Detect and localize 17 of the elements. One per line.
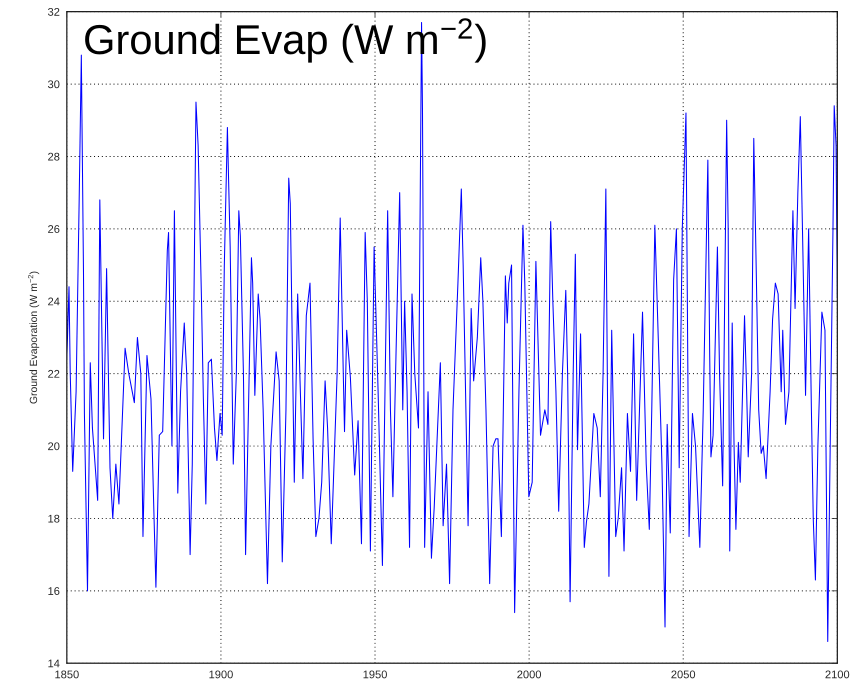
x-tick-label: 2100 <box>825 670 850 678</box>
y-tick-label: 32 <box>48 8 60 16</box>
y-tick-label: 24 <box>48 298 60 306</box>
y-tick-label: 30 <box>48 80 60 88</box>
y-tick-label: 26 <box>48 225 60 234</box>
y-tick-label: 16 <box>48 587 60 595</box>
x-tick-label: 1900 <box>209 670 233 678</box>
y-tick-label: 20 <box>48 442 60 450</box>
y-tick-label: 28 <box>48 152 60 161</box>
x-tick-label: 1950 <box>364 670 387 678</box>
x-tick-label: 2050 <box>671 670 696 678</box>
y-tick-label: 22 <box>48 370 60 378</box>
x-tick-label: 2000 <box>517 670 542 678</box>
x-tick-label: 1850 <box>55 670 79 678</box>
y-tick-label: 18 <box>48 514 60 523</box>
y-axis-title: Ground Evaporation (W m$^{−2}$) <box>28 272 40 404</box>
y-tick-label: 14 <box>48 660 60 668</box>
